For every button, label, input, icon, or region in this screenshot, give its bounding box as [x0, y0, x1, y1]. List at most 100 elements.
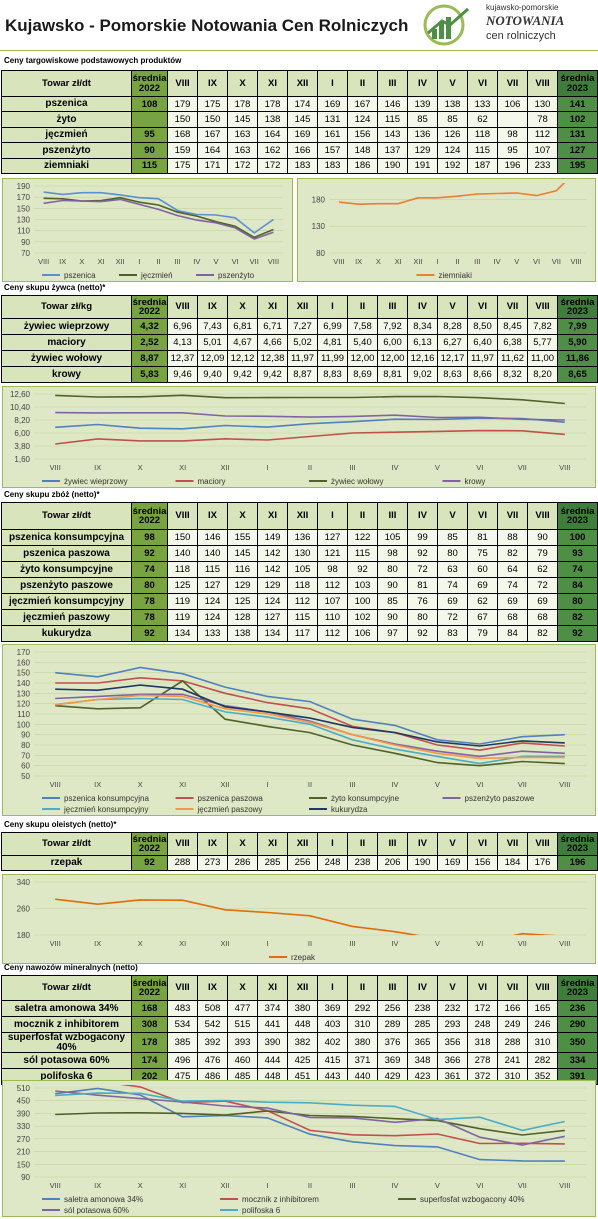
- table-cell: 310: [347, 1016, 378, 1033]
- y-tick-label: 70: [21, 249, 30, 258]
- table-body: saletra amonowa 34% 168 483 508 477 374 380 369…: [1, 1000, 598, 1085]
- table-cell: 124: [347, 111, 378, 128]
- y-tick-label: 10,40: [10, 403, 31, 412]
- table-cell: 118: [167, 561, 198, 578]
- table-cell: 460: [227, 1052, 258, 1069]
- table-cell: 85: [407, 111, 438, 128]
- table-head: Towar zł/kg średnia 2022 VIII IX X XI XII I II II…: [1, 295, 598, 319]
- column-header: średnia 2022: [131, 70, 168, 97]
- table-cell: 169: [287, 126, 318, 144]
- row-label: żywiec wieprzowy: [1, 318, 132, 335]
- table-cell: 282: [527, 1052, 558, 1069]
- table-cell: 6,99: [317, 318, 348, 335]
- x-tick-label: II: [308, 463, 312, 472]
- table-cell: 117: [287, 625, 318, 642]
- x-tick-label: VI: [533, 257, 540, 266]
- table-cell: 6,00: [377, 334, 408, 351]
- x-tick-label: I: [266, 939, 268, 948]
- table-cell: 241: [497, 1052, 528, 1069]
- row-label: saletra amonowa 34%: [1, 1000, 132, 1017]
- table-row: pszenżyto 90 159 164 163 162 166 157 148 137 129 12…: [1, 142, 598, 159]
- y-tick-label: 90: [21, 238, 30, 247]
- column-header: II: [347, 832, 378, 856]
- column-header: IV: [407, 502, 438, 530]
- x-tick-label: XI: [179, 463, 186, 472]
- table-cell: 130: [287, 545, 318, 562]
- column-header: IX: [197, 502, 228, 530]
- table-cell: 88: [497, 529, 528, 546]
- x-tick-label: I: [138, 257, 140, 266]
- row-label: pszenica konsumpcyjna: [1, 529, 132, 546]
- table-cell: 85: [437, 111, 468, 128]
- table-cell: 334: [557, 1052, 598, 1069]
- table-cell: 6,71: [257, 318, 288, 335]
- table-cell: 12,37: [167, 350, 198, 367]
- column-header: XI: [257, 295, 288, 319]
- table-cell: 78: [131, 609, 168, 626]
- row-label: mocznik z inhibitorem: [1, 1016, 132, 1033]
- column-header: IX: [197, 70, 228, 97]
- table-cell: 79: [467, 625, 498, 642]
- table-cell: 127: [557, 142, 598, 159]
- table-cell: 110: [317, 609, 348, 626]
- column-header: III: [377, 70, 408, 97]
- y-tick-label: 120: [17, 700, 31, 709]
- table-cell: 68: [527, 609, 558, 626]
- table-cell: 190: [407, 855, 438, 871]
- series-line: [55, 679, 565, 767]
- table-cell: 63: [437, 561, 468, 578]
- x-tick-label: IV: [391, 1181, 398, 1190]
- x-tick-label: XI: [179, 1181, 186, 1190]
- table-cell: 7,58: [347, 318, 378, 335]
- table-cell: 374: [257, 1000, 288, 1017]
- table-cell: 350: [557, 1032, 598, 1053]
- table-cell: 130: [527, 95, 558, 113]
- table-cell: 8,20: [527, 366, 558, 383]
- column-header: III: [377, 502, 408, 530]
- y-tick-label: 510: [17, 1084, 31, 1093]
- table-cell: 168: [167, 126, 198, 144]
- x-tick-label: VIII: [333, 257, 344, 266]
- column-header: IV: [407, 832, 438, 856]
- x-tick-label: II: [156, 257, 160, 266]
- table-cell: 9,46: [167, 366, 198, 383]
- table-cell: 5,77: [527, 334, 558, 351]
- x-tick-label: V: [435, 1181, 440, 1190]
- series-line: [55, 898, 557, 935]
- table-cell: 159: [167, 142, 198, 159]
- table-cell: 98: [497, 126, 528, 144]
- table-cell: 82: [527, 625, 558, 642]
- table-cell: 196: [497, 157, 528, 174]
- table-cell: 138: [437, 95, 468, 113]
- table-cell: 142: [257, 545, 288, 562]
- row-label: rzepak: [1, 855, 132, 871]
- y-tick-label: 130: [17, 216, 31, 225]
- table-row: jęczmień paszowy 78 119 124 128 127 115 110 102 9…: [1, 609, 598, 626]
- table-cell: 141: [557, 95, 598, 113]
- table-cell: 7,92: [377, 318, 408, 335]
- column-header: IV: [407, 295, 438, 319]
- column-header: V: [437, 502, 468, 530]
- table-cell: 369: [377, 1052, 408, 1069]
- table-body: pszenica 108 179 175 178 178 174 169 167 146 139 13…: [1, 95, 598, 174]
- table-cell: 92: [407, 545, 438, 562]
- table-row: ziemniaki 115 175 171 172 172 183 183 186 190 191 1…: [1, 157, 598, 174]
- table-cell: 82: [557, 609, 598, 626]
- row-label: pszenżyto paszowe: [1, 577, 132, 594]
- table-cell: 85: [377, 593, 408, 610]
- header-row: Towar zł/dt średnia 2022 VIII IX X XI XII I II II…: [1, 70, 598, 97]
- table-body: żywiec wieprzowy 4,32 6,96 7,43 6,81 6,71 7,27…: [1, 318, 598, 383]
- column-header: II: [347, 295, 378, 319]
- table-row: superfosfat wzbogacony 40% 178 385 392 393 39…: [1, 1032, 598, 1053]
- table-cell: 290: [557, 1016, 598, 1033]
- table-cell: 139: [407, 95, 438, 113]
- x-tick-label: II: [455, 257, 459, 266]
- x-tick-label: II: [308, 780, 312, 789]
- x-tick-label: IV: [391, 463, 398, 472]
- table-cell: 425: [287, 1052, 318, 1069]
- x-tick-label: IX: [59, 257, 66, 266]
- table-cell: 83: [437, 625, 468, 642]
- x-tick-label: XII: [220, 1181, 229, 1190]
- table-cell: 6,40: [467, 334, 498, 351]
- table-cell: 183: [317, 157, 348, 174]
